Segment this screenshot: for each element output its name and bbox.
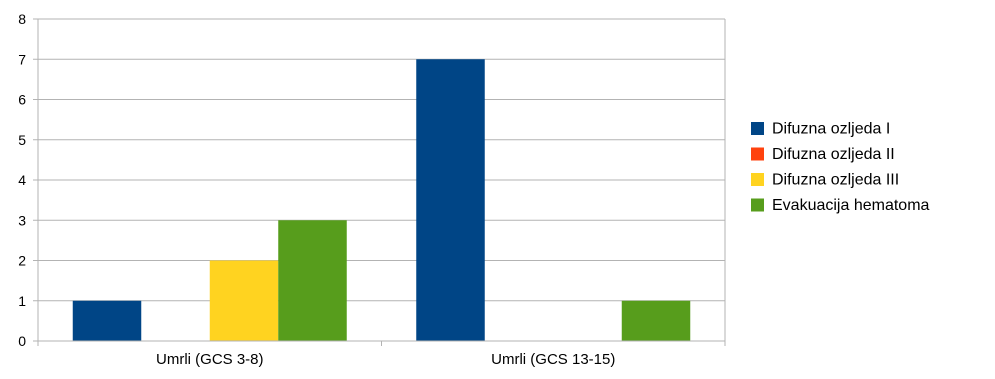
y-tick-label: 5 [18,132,26,148]
bar-evakuacija-hematoma-2 [621,300,691,341]
y-tick-label: 6 [18,92,26,108]
bar-difuzna-ozljeda-i-2 [416,59,485,341]
legend-label: Difuzna ozljeda II [772,146,895,163]
bar-difuzna-ozljeda-iii-1 [209,260,279,341]
axes [33,18,726,346]
grid-lines [38,18,725,302]
x-tick-label: Umrli (GCS 3-8) [156,351,264,368]
bar-evakuacija-hematoma-1 [278,220,347,341]
x-tick-labels: Umrli (GCS 3-8) Umrli (GCS 13-15) [156,351,615,368]
legend-swatch [751,122,764,135]
y-tick-label: 1 [18,293,26,309]
y-tick-label: 8 [18,11,26,27]
y-tick-label: 4 [18,172,26,188]
legend-swatch [751,173,764,186]
legend-label: Evakuacija hematoma [772,197,930,214]
legend-swatch [751,147,764,161]
bar-difuzna-ozljeda-i-1 [72,300,142,341]
x-tick-label: Umrli (GCS 13-15) [491,351,615,368]
legend-swatch [751,198,764,212]
bars [72,59,691,341]
legend: Difuzna ozljeda I Difuzna ozljeda II Difuz… [751,121,930,214]
y-tick-label: 3 [18,212,26,228]
y-tick-labels: 0 1 2 3 4 5 6 7 8 [18,11,26,349]
y-tick-label: 7 [18,51,26,67]
legend-label: Difuzna ozljeda I [772,121,890,138]
y-tick-label: 2 [18,253,26,269]
legend-label: Difuzna ozljeda III [772,172,899,189]
y-tick-label: 0 [18,333,26,349]
